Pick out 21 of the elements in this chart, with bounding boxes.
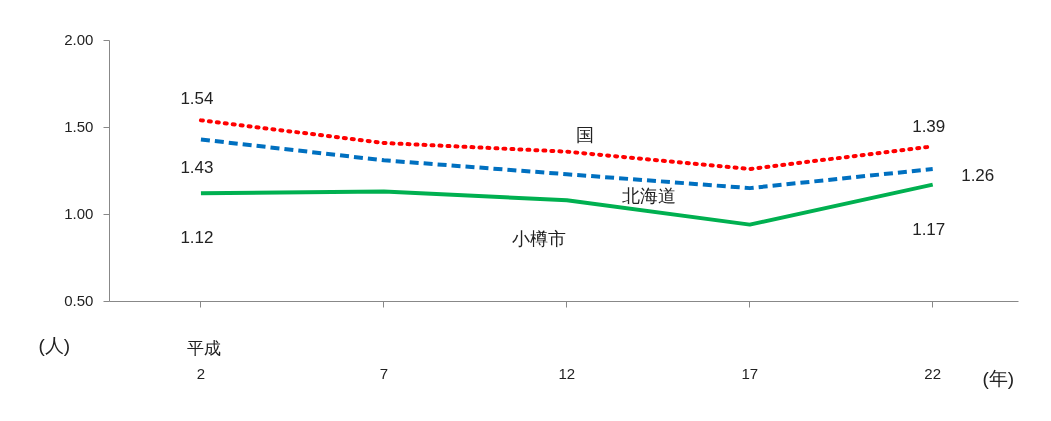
data-label: 1.12 xyxy=(180,228,214,248)
series-label: 小樽市 xyxy=(512,228,567,249)
y-axis-title: (人) xyxy=(38,335,71,356)
y-tick-label: 1.50 xyxy=(64,118,94,136)
y-tick-label: 2.00 xyxy=(64,31,94,49)
x-tick-label: 12 xyxy=(558,365,576,383)
data-label: 1.17 xyxy=(912,219,946,239)
data-label: 1.39 xyxy=(912,117,946,137)
data-label: 1.43 xyxy=(180,158,214,178)
y-tick-label: 1.00 xyxy=(64,205,94,223)
x-tick-label: 2 xyxy=(196,365,206,383)
series-label: 国 xyxy=(576,125,595,146)
x-tick-label: 22 xyxy=(924,365,942,383)
data-label: 1.54 xyxy=(180,89,214,109)
data-label: 1.26 xyxy=(961,166,995,186)
x-axis-title: (年) xyxy=(982,368,1015,389)
series-label: 北海道 xyxy=(622,186,677,207)
x-tick-label: 17 xyxy=(741,365,759,383)
x-tick-label: 7 xyxy=(379,365,389,383)
y-tick-label: 0.50 xyxy=(64,292,94,310)
text: 平成 xyxy=(186,339,221,358)
